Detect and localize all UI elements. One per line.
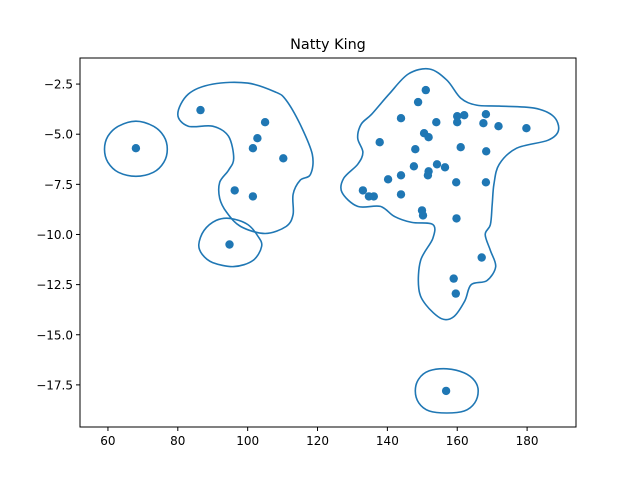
contour-left-main [176,81,314,235]
contour-left-bottom [197,217,263,268]
data-point [225,240,234,249]
data-point [441,386,451,396]
density-contours [103,67,560,414]
data-point [424,133,433,142]
data-point [494,122,503,131]
data-point [432,118,441,127]
data-point [452,178,461,187]
data-point [522,124,531,133]
y-tick-label: −10.0 [36,228,73,242]
x-tick-label: 160 [446,434,469,448]
data-point [481,178,491,187]
scatter-points [131,85,531,396]
x-axis: 60 80 100 120 140 160 180 [100,427,539,448]
data-point [396,190,406,199]
data-point [358,186,368,195]
data-point [230,186,239,195]
y-tick-label: −15.0 [36,328,73,342]
data-point [260,118,270,127]
data-point [409,162,419,171]
data-point [421,85,430,95]
data-point [453,112,462,121]
data-point [479,119,488,128]
data-point [432,160,442,169]
data-point [248,144,258,153]
data-point [477,253,486,262]
x-tick-label: 120 [306,434,329,448]
data-point [423,171,433,180]
data-point [413,97,423,107]
x-tick-label: 100 [236,434,259,448]
y-axis: −2.5 −5.0 −7.5 −10.0 −12.5 −15.0 −17.5 [36,78,80,392]
y-tick-label: −17.5 [36,378,73,392]
plot-area-frame [79,57,577,428]
x-tick-label: 140 [376,434,399,448]
data-point [418,211,428,220]
y-tick-label: −12.5 [36,278,73,292]
data-point [453,118,462,127]
data-point [411,145,420,154]
y-tick-label: −7.5 [44,178,73,192]
data-point [375,138,384,147]
data-point [279,154,288,163]
data-point [396,171,406,180]
chart-title: Natty King [290,37,366,53]
data-point [383,175,393,184]
data-point [482,147,491,156]
x-tick-label: 80 [170,434,185,448]
x-tick-label: 60 [100,434,115,448]
data-point [253,134,262,143]
data-point [396,114,406,123]
contour-bottom-right [414,367,480,414]
data-point [449,274,458,283]
data-point [131,144,141,153]
data-point [440,163,450,172]
contour-small-left [103,120,169,178]
data-point [460,111,469,120]
data-point [196,105,205,115]
data-point [456,143,465,152]
data-point [452,214,461,223]
data-point [481,110,491,119]
x-tick-label: 180 [516,434,539,448]
data-point [369,192,378,201]
y-tick-label: −5.0 [44,128,73,142]
contour-right-main [339,67,560,321]
data-point [248,192,258,201]
data-point [451,289,460,298]
y-tick-label: −2.5 [44,78,73,92]
